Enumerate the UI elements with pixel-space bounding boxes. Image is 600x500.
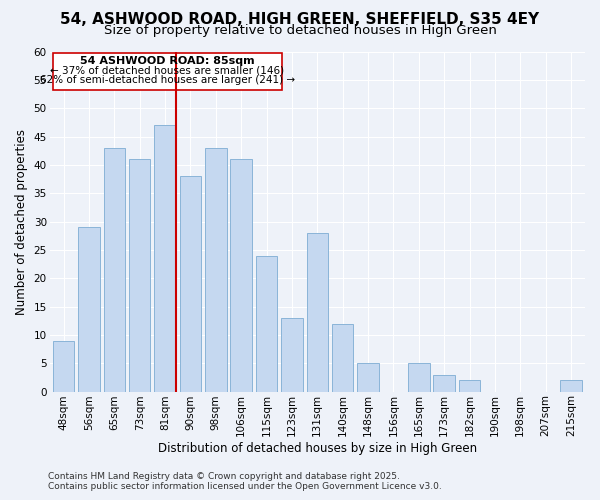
Bar xyxy=(205,148,227,392)
Bar xyxy=(154,125,176,392)
Bar xyxy=(560,380,582,392)
Bar xyxy=(78,227,100,392)
FancyBboxPatch shape xyxy=(53,52,282,90)
Text: Size of property relative to detached houses in High Green: Size of property relative to detached ho… xyxy=(104,24,496,37)
Bar xyxy=(230,159,252,392)
Text: ← 37% of detached houses are smaller (146): ← 37% of detached houses are smaller (14… xyxy=(50,65,284,75)
Text: 54, ASHWOOD ROAD, HIGH GREEN, SHEFFIELD, S35 4EY: 54, ASHWOOD ROAD, HIGH GREEN, SHEFFIELD,… xyxy=(61,12,539,28)
Y-axis label: Number of detached properties: Number of detached properties xyxy=(15,128,28,314)
X-axis label: Distribution of detached houses by size in High Green: Distribution of detached houses by size … xyxy=(158,442,477,455)
Bar xyxy=(459,380,481,392)
Bar xyxy=(433,374,455,392)
Bar xyxy=(256,256,277,392)
Bar xyxy=(281,318,303,392)
Bar xyxy=(332,324,353,392)
Text: 54 ASHWOOD ROAD: 85sqm: 54 ASHWOOD ROAD: 85sqm xyxy=(80,56,254,66)
Bar xyxy=(53,340,74,392)
Bar xyxy=(357,363,379,392)
Bar xyxy=(307,233,328,392)
Bar xyxy=(408,363,430,392)
Bar xyxy=(179,176,201,392)
Text: Contains HM Land Registry data © Crown copyright and database right 2025.
Contai: Contains HM Land Registry data © Crown c… xyxy=(48,472,442,491)
Text: 62% of semi-detached houses are larger (241) →: 62% of semi-detached houses are larger (… xyxy=(40,75,295,85)
Bar xyxy=(104,148,125,392)
Bar xyxy=(129,159,151,392)
